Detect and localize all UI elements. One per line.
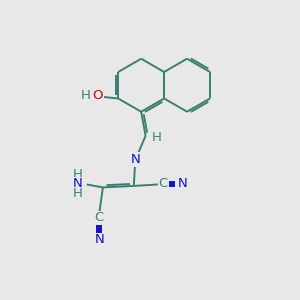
Text: H: H — [81, 89, 91, 102]
Text: H: H — [72, 168, 82, 181]
Text: C: C — [95, 211, 104, 224]
Text: H: H — [152, 131, 162, 144]
Text: H: H — [72, 187, 82, 200]
Text: O: O — [92, 89, 103, 102]
Text: N: N — [131, 153, 141, 166]
Text: N: N — [94, 233, 104, 246]
Text: C: C — [159, 177, 168, 190]
Text: N: N — [72, 177, 82, 190]
Text: N: N — [178, 177, 187, 190]
